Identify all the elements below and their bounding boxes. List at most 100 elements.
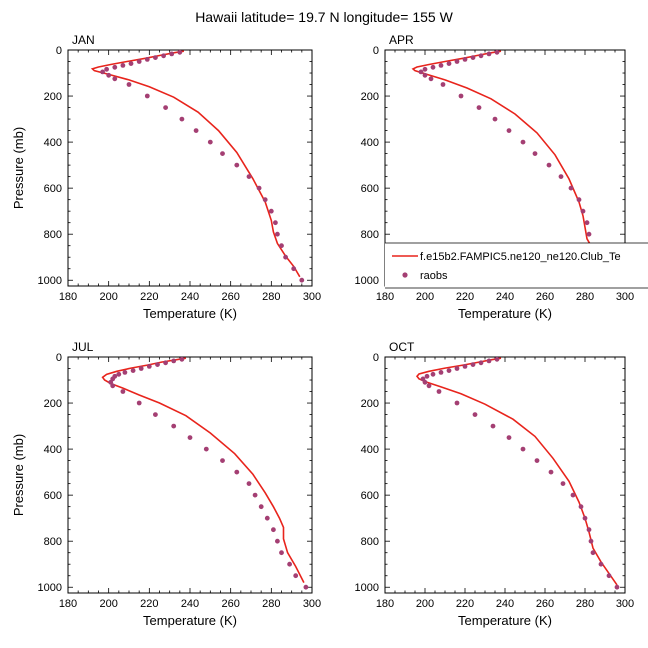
raobs-point <box>163 105 169 110</box>
x-axis-title: Temperature (K) <box>143 306 237 321</box>
raobs-point <box>532 151 538 157</box>
raobs-point <box>436 389 442 394</box>
x-tick-label: 300 <box>616 598 634 610</box>
x-tick-label: 240 <box>496 598 514 610</box>
raobs-point <box>478 360 484 366</box>
raobs-point <box>179 116 185 122</box>
raobs-point <box>422 66 428 72</box>
raobs-point <box>252 492 258 498</box>
raobs-point <box>100 69 105 75</box>
x-tick-label: 200 <box>416 598 434 610</box>
raobs-point <box>234 162 240 168</box>
raobs-point <box>490 423 496 429</box>
legend-obs-swatch <box>402 272 408 278</box>
raobs-point <box>470 55 476 60</box>
x-tick-label: 300 <box>303 291 321 303</box>
raobs-point <box>130 368 136 373</box>
raobs-point <box>430 371 436 377</box>
raobs-point <box>144 93 150 99</box>
raobs-point <box>112 76 118 82</box>
raobs-point <box>586 527 592 533</box>
raobs-point <box>169 51 175 57</box>
x-tick-label: 260 <box>221 598 239 610</box>
raobs-point <box>430 64 436 70</box>
y-tick-label: 200 <box>361 398 379 410</box>
panel-tag: JUL <box>72 340 94 354</box>
raobs-point <box>462 57 468 62</box>
y-tick-label: 0 <box>373 352 379 364</box>
raobs-point <box>438 63 444 68</box>
raobs-point <box>293 573 299 579</box>
raobs-point <box>234 469 240 475</box>
raobs-point <box>606 573 612 579</box>
raobs-point <box>472 412 478 417</box>
raobs-point <box>291 266 297 272</box>
legend: f.e15b2.FAMPIC5.ne120_ne120.Club_Te raob… <box>385 242 648 289</box>
legend-obs-label: raobs <box>420 270 448 282</box>
raobs-point <box>171 358 177 364</box>
x-tick-label: 300 <box>616 291 634 303</box>
x-tick-label: 220 <box>140 598 158 610</box>
y-tick-label: 1000 <box>355 582 379 594</box>
y-tick-label: 800 <box>361 536 379 548</box>
y-axis-title: Pressure (mb) <box>11 434 26 516</box>
raobs-point <box>454 59 460 64</box>
x-tick-label: 220 <box>140 291 158 303</box>
raobs-point <box>422 72 428 78</box>
raobs-point <box>560 481 566 486</box>
raobs-point <box>470 362 476 367</box>
legend-model-label: f.e15b2.FAMPIC5.ne120_ne120.Club_Te <box>420 251 621 263</box>
raobs-point <box>576 197 582 203</box>
raobs-point <box>122 370 128 375</box>
raobs-point <box>271 527 276 533</box>
raobs-point <box>582 515 588 521</box>
raobs-point <box>262 197 268 203</box>
y-tick-label: 600 <box>361 183 379 195</box>
raobs-point <box>128 61 134 66</box>
raobs-point <box>246 174 252 180</box>
raobs-point <box>207 139 213 145</box>
raobs-point <box>546 162 552 168</box>
panel-tag: OCT <box>389 340 415 354</box>
raobs-point <box>426 383 432 389</box>
raobs-point <box>108 379 114 385</box>
raobs-point <box>534 458 540 463</box>
raobs-point <box>422 379 428 385</box>
raobs-point <box>161 53 167 59</box>
raobs-point <box>458 93 464 99</box>
raobs-point <box>116 371 122 377</box>
raobs-point <box>153 55 158 60</box>
model-profile-line <box>101 357 305 583</box>
raobs-point <box>520 139 526 145</box>
x-tick-label: 180 <box>59 291 77 303</box>
model-profile-line <box>411 50 612 277</box>
raobs-point <box>446 368 452 373</box>
raobs-point <box>120 63 126 68</box>
raobs-point <box>110 383 116 389</box>
raobs-point <box>424 373 430 379</box>
y-tick-label: 0 <box>373 45 379 57</box>
raobs-point <box>299 277 305 283</box>
raobs-point <box>570 492 576 498</box>
raobs-point <box>136 400 142 406</box>
y-tick-label: 800 <box>44 536 62 548</box>
raobs-point <box>126 82 132 87</box>
raobs-point <box>287 561 292 567</box>
x-tick-label: 240 <box>181 598 199 610</box>
y-tick-label: 400 <box>44 137 62 149</box>
raobs-point <box>494 49 500 55</box>
y-tick-label: 200 <box>361 91 379 103</box>
x-axis-title: Temperature (K) <box>458 306 552 321</box>
raobs-point <box>588 538 594 544</box>
raobs-point <box>506 128 512 134</box>
x-tick-label: 180 <box>376 598 394 610</box>
raobs-point <box>438 370 444 375</box>
x-tick-label: 300 <box>303 598 321 610</box>
raobs-point <box>478 53 484 59</box>
raobs-point <box>462 364 468 369</box>
x-axis-title: Temperature (K) <box>143 613 237 628</box>
x-tick-label: 240 <box>181 291 199 303</box>
panel-jul: 180 200 220 240 260 280 300 0 200 400 600 800 1000 Te… <box>11 340 321 628</box>
raobs-point <box>418 69 424 75</box>
